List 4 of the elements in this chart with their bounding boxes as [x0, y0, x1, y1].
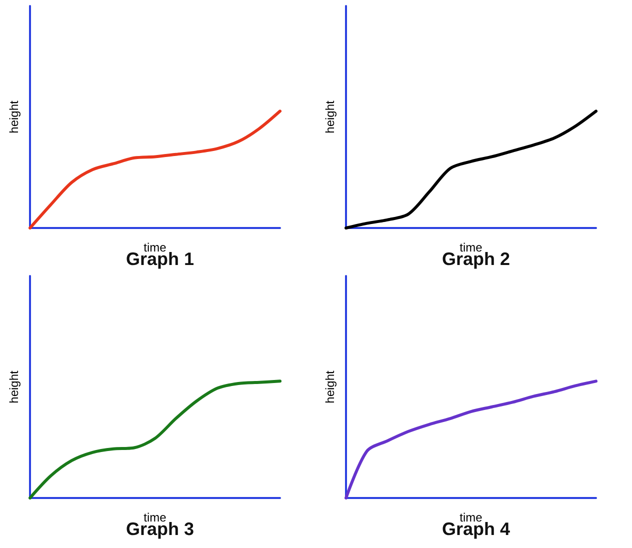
y-axis-title: height	[323, 370, 337, 404]
y-axis-title: height	[323, 100, 337, 134]
y-axis-title: height	[7, 370, 21, 404]
y-axis-title: height	[7, 100, 21, 134]
